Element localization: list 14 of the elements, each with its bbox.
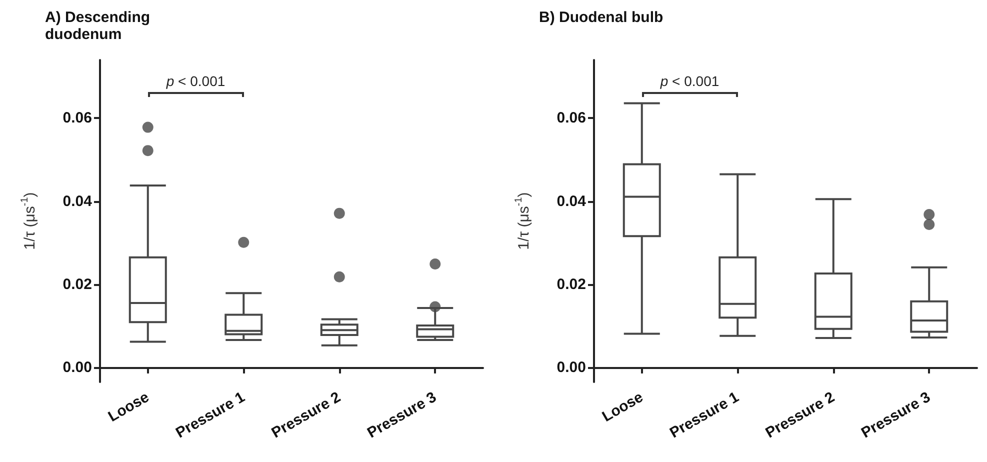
y-tick-label: 0.06 xyxy=(556,110,586,127)
annotation: p < 0.001 xyxy=(166,73,226,90)
y-tick-label: 0.04 xyxy=(556,192,587,210)
annotation: p < 0.001 xyxy=(660,73,720,90)
chart-title: A) Descending duodenum xyxy=(45,9,154,43)
y-tick-label: 0.00 xyxy=(556,358,586,376)
chart-title: B) Duodenal bulb xyxy=(539,9,664,26)
y-axis-title: 1/τ (μs-1) xyxy=(20,192,38,250)
y-tick-label: 0.00 xyxy=(62,358,92,376)
y-tick-label: 0.02 xyxy=(556,276,586,293)
y-axis-title: 1/τ (μs-1) xyxy=(514,192,532,250)
y-tick-label: 0.06 xyxy=(62,110,92,127)
y-tick-label: 0.02 xyxy=(62,276,92,293)
y-tick-label: 0.04 xyxy=(62,192,93,210)
